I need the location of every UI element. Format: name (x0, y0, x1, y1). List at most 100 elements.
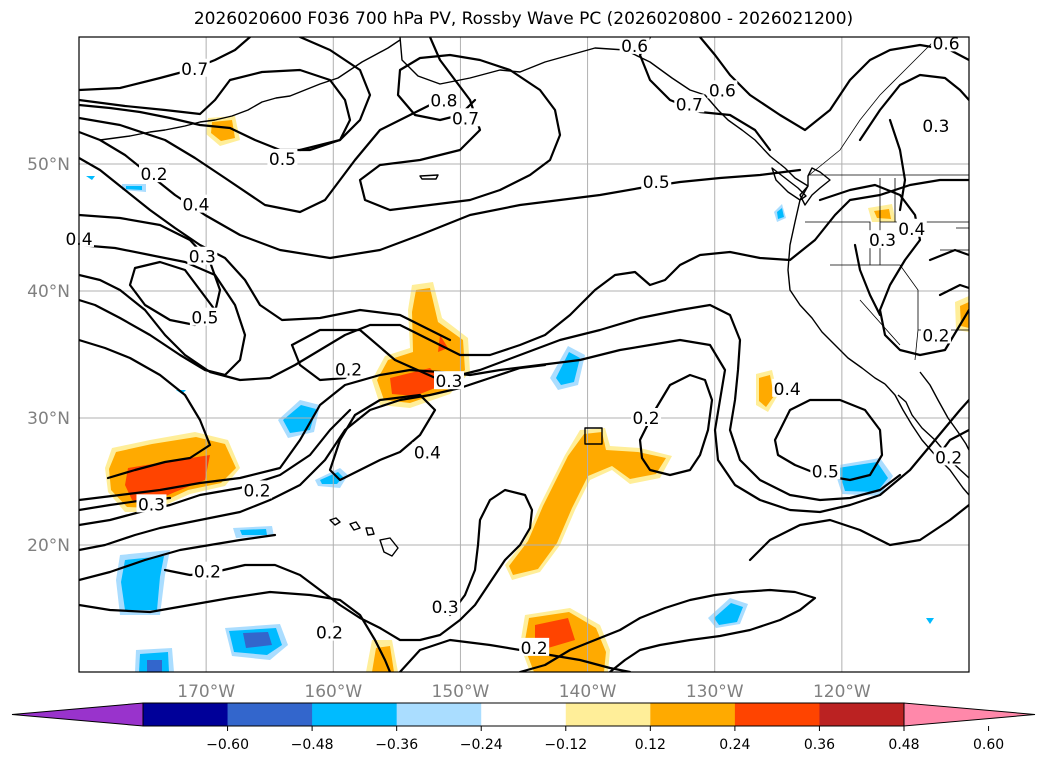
neg-anomaly (147, 660, 162, 672)
chart-title: 2026020600 F036 700 hPa PV, Rossby Wave … (193, 9, 854, 29)
shading-layer (86, 116, 969, 672)
pv-contour (298, 37, 372, 152)
colorbar-tick-label: 0.24 (719, 737, 750, 753)
longitude-labels: 170°W 160°W 150°W 140°W 130°W 120°W (177, 682, 871, 702)
contour-label: 0.3 (187, 246, 218, 268)
contour-label: 0.2 (139, 164, 170, 185)
contour-label-text: 0.4 (898, 220, 925, 240)
contour-label-bg (931, 33, 962, 52)
contour-label-bg (920, 115, 951, 134)
contour-label-text: 0.8 (430, 92, 457, 112)
contour-label-bg (430, 597, 461, 616)
contour-label-bg (314, 622, 345, 641)
contour-label: 0.3 (920, 115, 951, 137)
pv-contour (748, 503, 969, 562)
contour-label: 0.2 (314, 622, 345, 644)
contour-label: 0.4 (772, 378, 803, 400)
contour-label-text: 0.5 (269, 150, 296, 170)
contour-label-text: 0.4 (182, 196, 209, 216)
contour-label-text: 0.3 (869, 231, 896, 251)
colorbar-tick-label: 0.48 (888, 737, 919, 753)
vancouver-island (771, 167, 807, 201)
contour-label-bg (674, 94, 705, 113)
west-coast-us (787, 185, 886, 385)
pv-contour (928, 248, 969, 262)
neg-anomaly (320, 472, 343, 484)
contour-label-text: 0.5 (812, 462, 839, 482)
pv-contour (163, 488, 534, 642)
contour-label: 0.2 (519, 637, 550, 659)
contour-label-text: 0.3 (435, 372, 462, 392)
pos-anomaly-small (874, 209, 891, 219)
lat-label: 40°N (27, 282, 70, 302)
contour-label: 0.3 (430, 597, 461, 618)
colorbar-tick-label: 0.36 (804, 737, 835, 753)
contour-label-text: 0.3 (138, 495, 165, 515)
baja-california (884, 383, 969, 496)
small-island (419, 174, 439, 180)
neg-anomaly (714, 603, 743, 625)
pv-contour (290, 303, 902, 502)
pv-contour (638, 37, 772, 152)
pv-contour (79, 408, 352, 527)
contour-label-bg (412, 442, 443, 461)
contour-label-text: 0.2 (935, 448, 962, 468)
hawaii-islands (329, 517, 399, 557)
contour-label-text: 0.3 (189, 248, 216, 268)
contour-label-text: 0.2 (922, 326, 949, 346)
pv-contour (853, 243, 882, 317)
small-island (584, 427, 603, 445)
colorbar-segment (227, 703, 313, 726)
contour-label-text: 0.7 (452, 109, 479, 129)
contour-label: 0.4 (896, 218, 927, 240)
contour-label: 0.2 (333, 359, 364, 381)
contour-label: 0.6 (619, 35, 650, 57)
pv-contour (79, 93, 452, 214)
lat-label: 30°N (27, 409, 70, 429)
pv-contour (888, 118, 907, 212)
contour-label-bg (333, 359, 364, 378)
neg-anomaly (86, 176, 95, 180)
neg-anomaly (777, 208, 784, 219)
contour-label-text: 0.4 (774, 380, 801, 400)
neg-anomaly (121, 556, 164, 610)
pos-anomaly-east (509, 432, 666, 575)
colorbar-segment (481, 703, 567, 726)
contour-label-text: 0.6 (933, 34, 960, 54)
pv-contour (79, 590, 392, 672)
contour-label: 0.4 (180, 194, 211, 216)
contour-label-text: 0.7 (181, 60, 208, 80)
colorbar-segment (396, 703, 482, 726)
pos-anomaly-small (372, 646, 394, 672)
contour-label-bg (920, 325, 951, 344)
colorbar-segment (312, 703, 398, 726)
contour-label: 0.7 (450, 108, 481, 129)
colorbar-extend-low (11, 702, 144, 727)
pv-contour (79, 243, 247, 377)
contour-label-text: 0.6 (621, 37, 648, 57)
pv-contour (79, 213, 222, 327)
alaska-coast (399, 37, 809, 187)
contour-label: 0.2 (933, 447, 964, 468)
contour-label-text: 0.3 (922, 117, 949, 137)
neg-anomaly (926, 618, 934, 624)
pv-contour (773, 398, 884, 482)
contour-label-bg (433, 371, 464, 390)
lon-label: 160°W (304, 682, 362, 702)
contour-label: 0.3 (867, 230, 898, 251)
colorbar-segment (565, 703, 651, 726)
contour-label-bg (933, 447, 964, 466)
lon-label: 130°W (686, 682, 744, 702)
contour-label-bg (189, 307, 220, 326)
contour-label: 0.2 (631, 408, 662, 429)
pos-anomaly-small (211, 120, 235, 141)
neg-anomaly (126, 186, 142, 190)
contour-label-text: 0.5 (643, 173, 670, 193)
contour-label-text: 0.2 (194, 563, 221, 583)
colorbar-tick-label: −0.36 (375, 737, 418, 753)
colorbar-tick-label: −0.12 (544, 737, 587, 753)
colorbar-tick-label: −0.48 (291, 737, 334, 753)
pv-contour (818, 183, 969, 357)
pv-contour (79, 178, 969, 382)
